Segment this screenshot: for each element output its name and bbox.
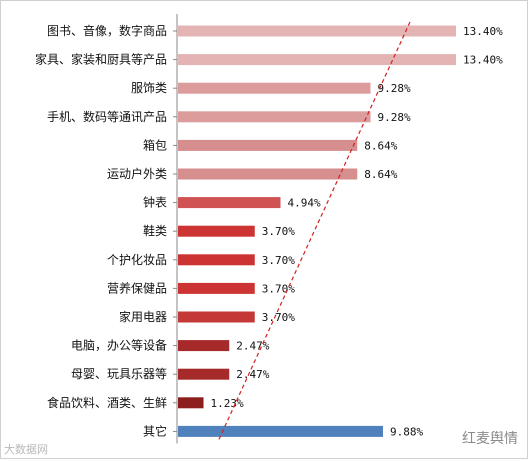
bar — [178, 397, 204, 409]
value-label: 13.40% — [463, 25, 503, 38]
value-label: 3.70% — [262, 311, 295, 324]
value-label: 2.47% — [236, 368, 269, 381]
bar — [178, 225, 255, 237]
value-label: 1.23% — [211, 397, 244, 410]
value-label: 8.64% — [364, 139, 397, 152]
bar — [178, 254, 255, 266]
bar — [178, 425, 383, 437]
value-label: 8.64% — [364, 168, 397, 181]
value-label: 3.70% — [262, 225, 295, 238]
watermark-left: 大数据网 — [4, 443, 48, 456]
watermark-right: 红麦舆情 — [462, 431, 518, 447]
category-label: 个护化妆品 — [107, 253, 167, 267]
category-label: 手机、数码等通讯产品 — [47, 109, 167, 124]
category-label: 鞋类 — [143, 223, 167, 238]
category-label: 运动户外类 — [107, 166, 167, 181]
category-label: 营养保健品 — [107, 280, 167, 295]
category-label: 家具、家装和厨具等产品 — [35, 52, 167, 67]
category-label: 家用电器 — [119, 309, 167, 324]
category-label: 母婴、玩具乐器等 — [71, 367, 167, 381]
value-label: 9.88% — [390, 425, 423, 438]
category-label: 服饰类 — [131, 81, 167, 95]
category-label: 图书、音像，数字商品 — [47, 23, 167, 38]
bar — [178, 54, 456, 66]
value-label: 9.28% — [378, 111, 411, 124]
bar — [178, 111, 371, 123]
value-label: 2.47% — [236, 340, 269, 353]
category-label: 钟表 — [143, 195, 167, 210]
bar — [178, 25, 456, 37]
value-label: 4.94% — [287, 197, 320, 210]
bar — [178, 197, 281, 209]
bar — [178, 168, 358, 180]
category-label: 箱包 — [143, 137, 167, 152]
bar — [178, 82, 371, 94]
bar — [178, 311, 255, 323]
bar — [178, 368, 230, 380]
value-label: 9.28% — [378, 82, 411, 95]
category-label: 电脑，办公等设备 — [71, 338, 167, 353]
value-label: 3.70% — [262, 254, 295, 267]
bar — [178, 139, 358, 151]
bar — [178, 340, 230, 352]
category-label: 食品饮料、酒类、生鲜 — [47, 395, 167, 410]
category-label: 其它 — [143, 423, 167, 438]
bar — [178, 282, 255, 294]
value-label: 13.40% — [463, 54, 503, 67]
